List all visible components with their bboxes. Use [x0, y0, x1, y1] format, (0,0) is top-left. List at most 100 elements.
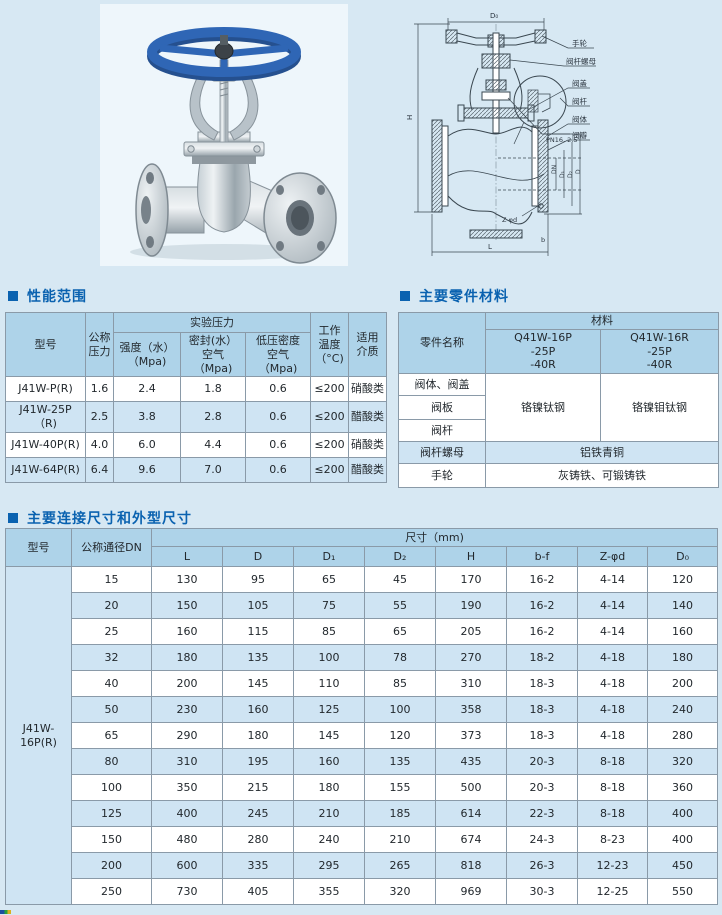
drawing-bonnet — [457, 104, 535, 122]
table-row: 25 160 115 85 65 205 16-2 4-14 160 — [6, 618, 719, 645]
section-title-text: 主要零件材料 — [419, 289, 509, 305]
column-header-model: 型号 — [5, 311, 86, 378]
drawing-yoke-left — [469, 67, 479, 111]
cell-L: 480 — [151, 826, 223, 853]
table-row: 125 400 245 210 185 614 22-3 8-18 400 — [6, 800, 719, 827]
cell-low: 0.6 — [244, 376, 312, 403]
column-header-material-col2: Q41W-16R -25P -40R — [600, 328, 719, 375]
cell-seal: 4.4 — [180, 431, 246, 458]
cell-medium: 硝酸类 — [348, 376, 388, 403]
cell-pn: 2.5 — [85, 401, 114, 433]
cell-pn: 1.6 — [85, 376, 114, 403]
cell-D2: 320 — [364, 878, 436, 905]
cell-pn: 4.0 — [85, 431, 114, 458]
cell-H: 969 — [435, 878, 507, 905]
cell-bf: 16-2 — [506, 618, 578, 645]
cell-bf: 18-3 — [506, 722, 578, 749]
dimensions-table: 型号 公称通径DN 尺寸（mm) L D D₁ D₂ H b-f Z-φd D₀… — [5, 528, 719, 905]
column-header-D: D — [222, 546, 294, 567]
table-row: J41W-64P(R) 6.4 9.6 7.0 0.6 ≤200 醋酸类 — [5, 456, 388, 483]
cell-H: 614 — [435, 800, 507, 827]
pn-label: PN16, 2.5 — [546, 136, 578, 144]
table-row: J41W-16P(R) 15 130 95 65 45 170 16-2 4-1… — [5, 566, 719, 905]
cell-Zd: 8-18 — [577, 774, 648, 801]
column-header-work-temp: 工作 温度 （°C) — [310, 311, 350, 378]
cell-dn: 150 — [71, 826, 152, 853]
cell-medium: 醋酸类 — [348, 401, 388, 433]
cell-H: 358 — [435, 696, 507, 723]
dim-d-label: D — [575, 169, 582, 174]
cell-Zd: 4-18 — [577, 696, 648, 723]
photo-shadow — [130, 244, 318, 260]
column-header-low-density: 低压密度 空气（Mpa) — [244, 331, 312, 378]
cell-temp: ≤200 — [310, 431, 350, 458]
cell-D: 195 — [222, 748, 294, 775]
cell-strength: 3.8 — [113, 401, 181, 433]
cell-model: J41W-64P(R) — [5, 456, 86, 483]
cell-model: J41W-P(R) — [5, 376, 86, 403]
column-header-nominal-pressure: 公称 压力 — [85, 311, 114, 378]
column-header-D0: D₀ — [646, 546, 719, 567]
column-header-bf: b-f — [506, 546, 578, 567]
stem-label: 阀杆 — [572, 96, 587, 106]
cell-D1: 125 — [293, 696, 365, 723]
cell-D2: 135 — [364, 748, 436, 775]
cell-L: 200 — [151, 670, 223, 697]
stem-nut-label: 阀杆螺母 — [566, 56, 596, 66]
cell-H: 270 — [435, 644, 507, 671]
column-header-model: 型号 — [5, 528, 72, 567]
cell-D2: 265 — [364, 852, 436, 879]
cell-D1: 240 — [293, 826, 365, 853]
dim-h-label: H — [406, 115, 414, 120]
valve-technical-drawing: D₀ H L DN D₁ D₂ D Z-φd b 手轮 阀杆螺母 阀盖 阀杆 阀… — [398, 8, 718, 266]
dim-zd-label: Z-φd — [502, 216, 517, 224]
section-bullet-icon — [8, 513, 18, 523]
section-bullet-icon — [8, 291, 18, 301]
cell-bf: 18-3 — [506, 696, 578, 723]
cell-bf: 20-3 — [506, 774, 578, 801]
cell-D2: 100 — [364, 696, 436, 723]
cell-D1: 145 — [293, 722, 365, 749]
table-row: J41W-25P（R) 2.5 3.8 2.8 0.6 ≤200 醋酸类 — [5, 401, 388, 433]
drawing-detail-circle — [513, 75, 567, 145]
cell-L: 180 — [151, 644, 223, 671]
column-header-L: L — [151, 546, 223, 567]
body-label: 阀体 — [572, 114, 587, 124]
cell-strength: 2.4 — [113, 376, 181, 403]
cell-Zd: 4-14 — [577, 618, 648, 645]
cell-material: 铬镍钼钛钢 — [600, 373, 719, 442]
column-header-H: H — [435, 546, 507, 567]
dimensions-section-title: 主要连接尺寸和外型尺寸 — [8, 508, 192, 528]
dim-l-label: L — [488, 243, 492, 251]
cell-D1: 210 — [293, 800, 365, 827]
cell-D0: 360 — [646, 774, 719, 801]
cell-dn: 25 — [71, 618, 152, 645]
cell-H: 435 — [435, 748, 507, 775]
cell-strength: 9.6 — [113, 456, 181, 483]
cell-D: 215 — [222, 774, 294, 801]
cell-medium: 硝酸类 — [348, 431, 388, 458]
cell-bf: 16-2 — [506, 566, 578, 593]
section-title-text: 性能范围 — [27, 289, 87, 305]
cell-Zd: 12-23 — [577, 852, 648, 879]
cell-D0: 320 — [646, 748, 719, 775]
cell-Zd: 12-25 — [577, 878, 648, 905]
cell-D0: 140 — [646, 592, 719, 619]
handwheel — [147, 27, 301, 81]
cell-D0: 160 — [646, 618, 719, 645]
cell-D0: 450 — [646, 852, 719, 879]
table-row: 手轮 灰铸铁、可锻铸铁 — [398, 463, 719, 488]
cell-D1: 110 — [293, 670, 365, 697]
cell-D2: 155 — [364, 774, 436, 801]
cell-D: 160 — [222, 696, 294, 723]
cell-D: 135 — [222, 644, 294, 671]
cell-D2: 120 — [364, 722, 436, 749]
cell-dn: 200 — [71, 852, 152, 879]
column-header-seal: 密封(水） 空气（Mpa) — [180, 331, 246, 378]
cell-D2: 85 — [364, 670, 436, 697]
cell-seal: 1.8 — [180, 376, 246, 403]
cell-L: 150 — [151, 592, 223, 619]
valve-body — [197, 161, 251, 233]
cell-L: 130 — [151, 566, 223, 593]
valve-photo-illustration — [100, 4, 348, 266]
